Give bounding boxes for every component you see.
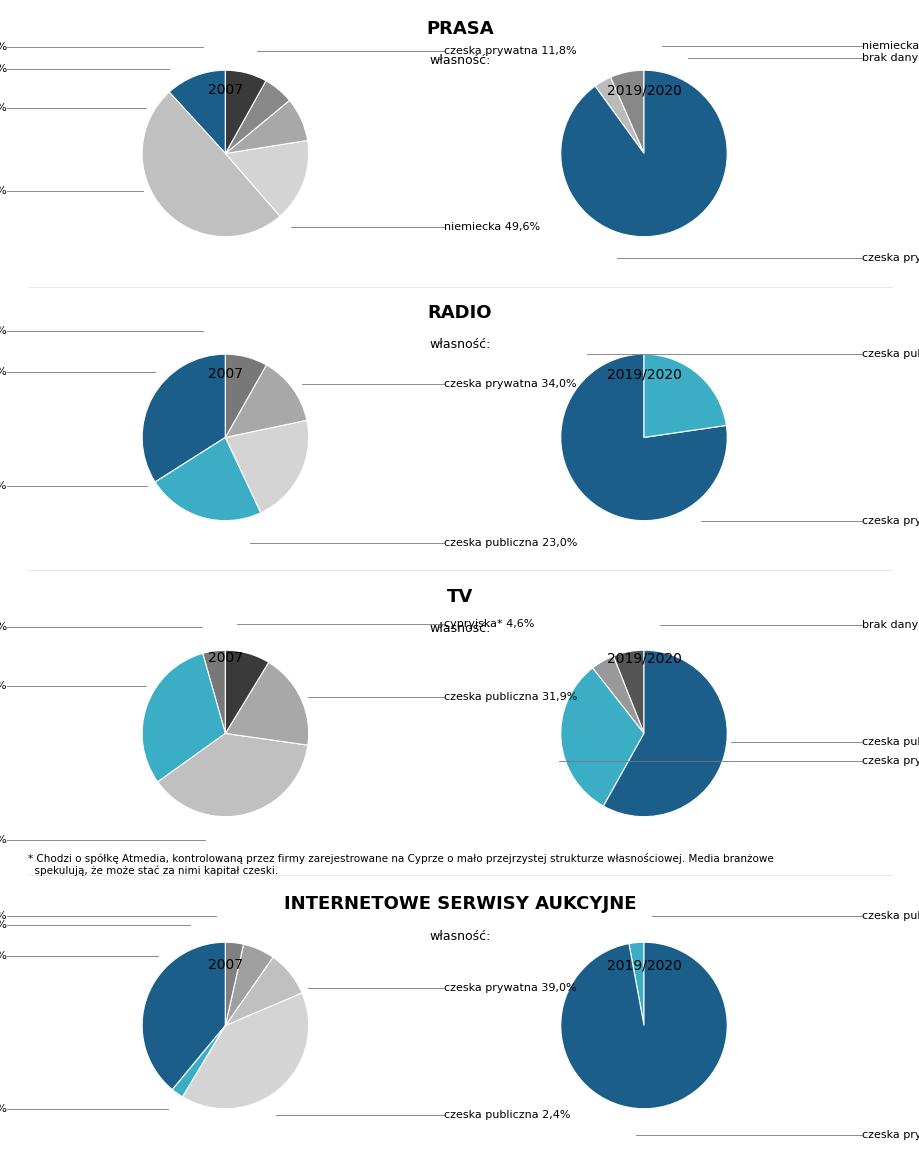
Wedge shape: [142, 942, 225, 1089]
Text: czeska publiczna 2,9%: czeska publiczna 2,9%: [862, 911, 919, 921]
Text: niemiecka 40,0%: niemiecka 40,0%: [0, 1103, 7, 1114]
Text: 2019/2020: 2019/2020: [606, 367, 681, 381]
Wedge shape: [561, 355, 726, 520]
Text: 2019/2020: 2019/2020: [606, 958, 681, 972]
Text: TV: TV: [447, 588, 472, 606]
Wedge shape: [142, 92, 279, 236]
Wedge shape: [225, 662, 308, 745]
Text: niemiecka 13,5%: niemiecka 13,5%: [0, 367, 7, 378]
Wedge shape: [603, 650, 726, 817]
Wedge shape: [182, 993, 308, 1109]
Text: brak danych 3,4%: brak danych 3,4%: [862, 53, 919, 63]
Text: czeska publiczna 31,3%: czeska publiczna 31,3%: [862, 737, 919, 748]
Wedge shape: [225, 81, 289, 153]
Text: USA 8,9%: USA 8,9%: [0, 952, 7, 961]
Wedge shape: [225, 140, 308, 217]
Text: INTERNETOWE SERWISY AUKCYJNE: INTERNETOWE SERWISY AUKCYJNE: [283, 895, 636, 913]
Text: własność:: własność:: [429, 54, 490, 67]
Text: szwajcarska 6,2%: szwajcarska 6,2%: [0, 920, 7, 930]
Text: szwedzka 19,4%: szwedzka 19,4%: [0, 681, 7, 692]
Text: cypryjska* 4,6%: cypryjska* 4,6%: [444, 619, 534, 629]
Text: pozostałe 5,9%: pozostałe 5,9%: [0, 64, 7, 74]
Wedge shape: [561, 942, 726, 1109]
Wedge shape: [595, 78, 643, 153]
Text: czeska publiczna 31,9%: czeska publiczna 31,9%: [444, 692, 576, 702]
Wedge shape: [225, 945, 273, 1026]
Text: czeska publiczna 2,4%: czeska publiczna 2,4%: [444, 1110, 570, 1121]
Text: brak danych 8,1%: brak danych 8,1%: [0, 42, 7, 52]
Wedge shape: [142, 355, 225, 482]
Text: własność:: własność:: [429, 338, 490, 351]
Text: 2007: 2007: [208, 651, 243, 665]
Wedge shape: [225, 957, 301, 1026]
Wedge shape: [629, 942, 643, 1026]
Text: własność:: własność:: [429, 930, 490, 942]
Wedge shape: [225, 71, 266, 153]
Text: czeska prywatna 11,8%: czeska prywatna 11,8%: [444, 46, 576, 56]
Text: 2019/2020: 2019/2020: [606, 83, 681, 97]
Wedge shape: [225, 421, 308, 512]
Text: czeska prywatna 34,0%: czeska prywatna 34,0%: [444, 379, 576, 389]
Text: austriacka 3,5%: austriacka 3,5%: [0, 911, 7, 921]
Text: PRASA: PRASA: [425, 20, 494, 38]
Text: brak danych 6,0%: brak danych 6,0%: [862, 620, 919, 630]
Text: RADIO: RADIO: [427, 304, 492, 322]
Text: czeska prywatna 97,1%: czeska prywatna 97,1%: [862, 1130, 919, 1140]
Wedge shape: [142, 654, 225, 782]
Wedge shape: [225, 650, 268, 734]
Text: własność:: własność:: [429, 622, 490, 635]
Wedge shape: [155, 437, 261, 520]
Text: czeska prywatna 58,1%: czeska prywatna 58,1%: [862, 756, 919, 766]
Text: brak danych 9,1%: brak danych 9,1%: [0, 622, 7, 633]
Wedge shape: [561, 668, 643, 807]
Wedge shape: [169, 71, 225, 153]
Wedge shape: [561, 71, 726, 236]
Text: czeska publiczna 22,7%: czeska publiczna 22,7%: [862, 349, 919, 359]
Text: niemiecka 49,6%: niemiecka 49,6%: [444, 221, 539, 232]
Text: 2007: 2007: [208, 83, 243, 97]
Text: 2007: 2007: [208, 958, 243, 972]
Text: szwajcarska 16,1%: szwajcarska 16,1%: [0, 187, 7, 196]
Wedge shape: [225, 365, 307, 437]
Text: czeska prywatna 90,0%: czeska prywatna 90,0%: [862, 253, 919, 263]
Wedge shape: [643, 355, 726, 437]
Text: * Chodzi o spółkę Atmedia, kontrolowaną przez firmy zarejestrowane na Cyprze o m: * Chodzi o spółkę Atmedia, kontrolowaną …: [28, 853, 773, 876]
Text: czeska prywatna 39,0%: czeska prywatna 39,0%: [444, 983, 576, 993]
Text: czeska prywatna 77,3%: czeska prywatna 77,3%: [862, 516, 919, 526]
Wedge shape: [592, 656, 643, 734]
Wedge shape: [610, 71, 643, 153]
Wedge shape: [225, 942, 244, 1026]
Text: czeska publiczna 23,0%: czeska publiczna 23,0%: [444, 538, 576, 548]
Text: 2019/2020: 2019/2020: [606, 651, 681, 665]
Wedge shape: [157, 734, 308, 817]
Text: niemiecka 6,6%: niemiecka 6,6%: [862, 41, 919, 51]
Wedge shape: [613, 650, 643, 734]
Text: irlandzka 8,2%: irlandzka 8,2%: [0, 326, 7, 336]
Wedge shape: [225, 101, 307, 153]
Text: francuska 21,3%: francuska 21,3%: [0, 481, 7, 491]
Wedge shape: [172, 1026, 225, 1096]
Text: 2007: 2007: [208, 367, 243, 381]
Text: fińska 8,5%: fińska 8,5%: [0, 103, 7, 114]
Wedge shape: [202, 650, 225, 734]
Wedge shape: [225, 355, 267, 437]
Text: USA 39,6%: USA 39,6%: [0, 836, 7, 845]
